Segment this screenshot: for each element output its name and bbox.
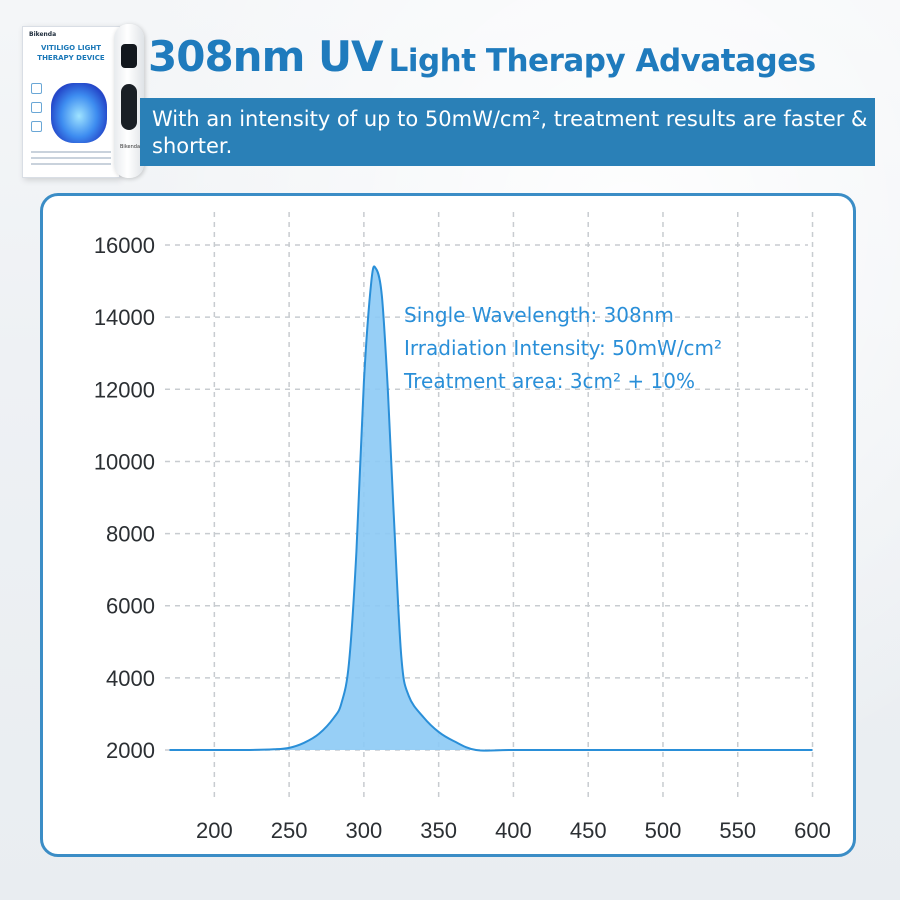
product-box: Bikenda VITILIGO LIGHT THERAPY DEVICE (22, 26, 120, 178)
title-main: 308nm UV (148, 32, 384, 81)
home-icon (31, 83, 42, 94)
y-tick-label: 4000 (106, 666, 155, 691)
x-tick-label: 500 (645, 818, 682, 843)
shield-icon (31, 102, 42, 113)
box-fine-print (31, 151, 111, 169)
x-tick-label: 400 (495, 818, 532, 843)
page-title: 308nm UV Light Therapy Advatages (148, 32, 878, 81)
intensity-banner: With an intensity of up to 50mW/cm², tre… (140, 98, 875, 166)
banner-text: With an intensity of up to 50mW/cm², tre… (152, 107, 868, 158)
y-tick-label: 12000 (94, 377, 155, 402)
x-tick-label: 250 (271, 818, 308, 843)
y-tick-label: 6000 (106, 594, 155, 619)
x-tick-label: 350 (420, 818, 457, 843)
x-tick-label: 450 (570, 818, 607, 843)
box-title: VITILIGO LIGHT THERAPY DEVICE (37, 44, 105, 62)
y-tick-label: 2000 (106, 738, 155, 763)
product-image: Bikenda VITILIGO LIGHT THERAPY DEVICE Bi… (22, 24, 144, 178)
y-tick-label: 16000 (94, 233, 155, 258)
y-tick-label: 14000 (94, 305, 155, 330)
device-screen (121, 44, 137, 68)
title-sub: Light Therapy Advatages (388, 43, 817, 79)
x-tick-label: 600 (794, 818, 831, 843)
box-brand: Bikenda (29, 31, 57, 38)
y-tick-label: 10000 (94, 449, 155, 474)
x-axis-ticks: 200 250 300 350 400 450 500 550 600 (196, 818, 831, 843)
x-tick-label: 300 (346, 818, 383, 843)
chart-grid (165, 212, 814, 800)
device-brand: Bikenda (120, 144, 141, 150)
y-tick-label: 8000 (106, 522, 155, 547)
target-icon (31, 121, 42, 132)
therapy-device: Bikenda (114, 24, 144, 178)
chart-annotations: Single Wavelength: 308nm Irradiation Inte… (403, 303, 722, 393)
device-control-pad (121, 84, 137, 130)
annotation-text: Treatment area: 3cm² + 10% (403, 369, 695, 393)
annotation-text: Single Wavelength: 308nm (404, 303, 674, 327)
x-tick-label: 200 (196, 818, 233, 843)
chart-series (169, 265, 813, 752)
annotation-text: Irradiation Intensity: 50mW/cm² (404, 336, 722, 360)
y-axis-ticks: 2000 4000 6000 8000 10000 12000 14000 16000 (94, 233, 155, 763)
x-tick-label: 550 (719, 818, 756, 843)
uv-light-graphic (51, 83, 107, 143)
spectrum-line (169, 265, 813, 752)
box-feature-icons (31, 83, 45, 140)
